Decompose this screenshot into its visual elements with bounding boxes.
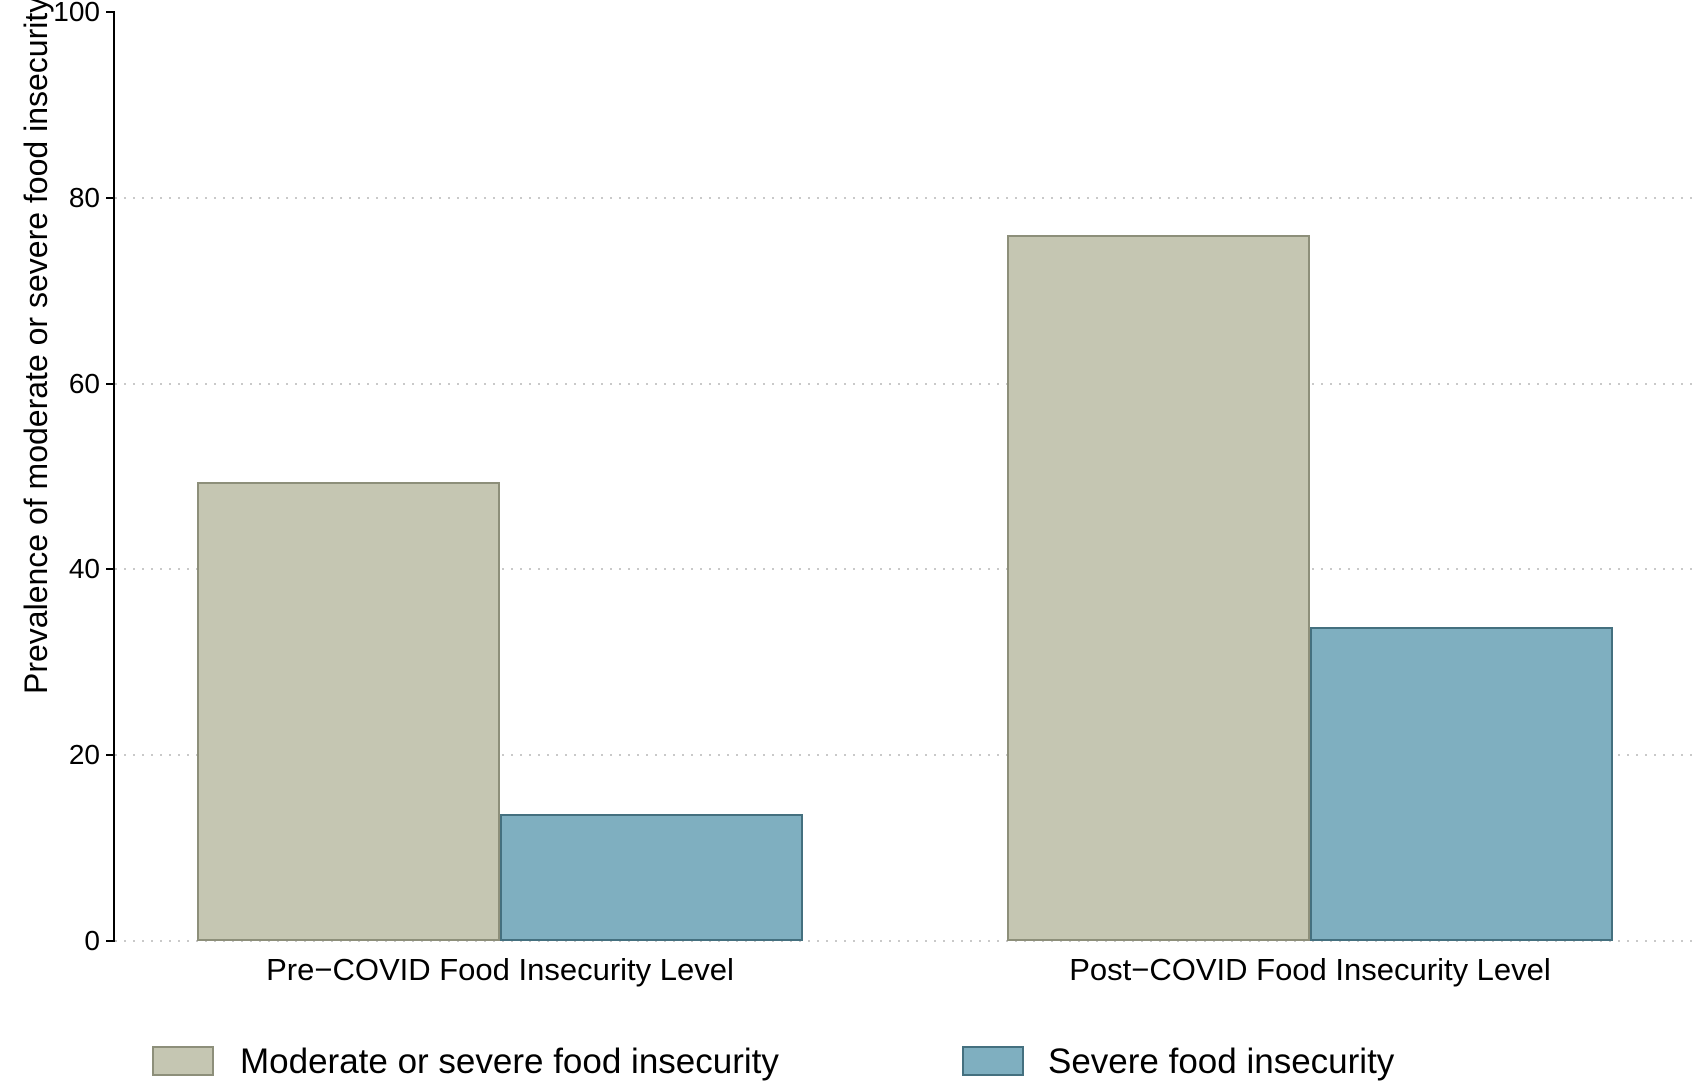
legend-swatch-severe <box>962 1046 1024 1076</box>
legend-label-severe: Severe food insecurity <box>1048 1042 1395 1081</box>
x-category-label-post-covid: Post−COVID Food Insecurity Level <box>1069 952 1551 987</box>
gridline-y60 <box>115 382 1693 385</box>
legend-swatch-moderate-or-severe <box>152 1046 214 1076</box>
y-tick-label-60: 60 <box>68 367 100 399</box>
x-category-label-pre-covid: Pre−COVID Food Insecurity Level <box>266 952 734 987</box>
bar-post-covid-moderate-or-severe <box>1007 234 1310 941</box>
legend-label-moderate-or-severe: Moderate or severe food insecurity <box>240 1042 779 1081</box>
y-tickmark-20 <box>106 754 115 757</box>
y-tickmark-0 <box>106 940 115 942</box>
y-tick-label-80: 80 <box>68 181 100 213</box>
y-tick-label-0: 0 <box>84 925 100 956</box>
y-axis-line <box>113 11 115 942</box>
gridline-y20 <box>115 754 1693 757</box>
bar-pre-covid-moderate-or-severe <box>197 482 500 941</box>
y-tick-label-100: 100 <box>53 0 100 27</box>
gridline-y0 <box>115 940 1693 942</box>
y-tickmark-60 <box>106 382 115 385</box>
bar-post-covid-severe <box>1310 626 1613 941</box>
y-tick-label-20: 20 <box>68 739 100 771</box>
gridline-y40 <box>115 568 1693 571</box>
gridline-y80 <box>115 196 1693 199</box>
y-tick-label-40: 40 <box>68 553 100 585</box>
y-tickmark-100 <box>106 11 115 13</box>
bar-pre-covid-severe <box>500 813 803 941</box>
y-tickmark-80 <box>106 196 115 199</box>
y-tickmark-40 <box>106 568 115 571</box>
